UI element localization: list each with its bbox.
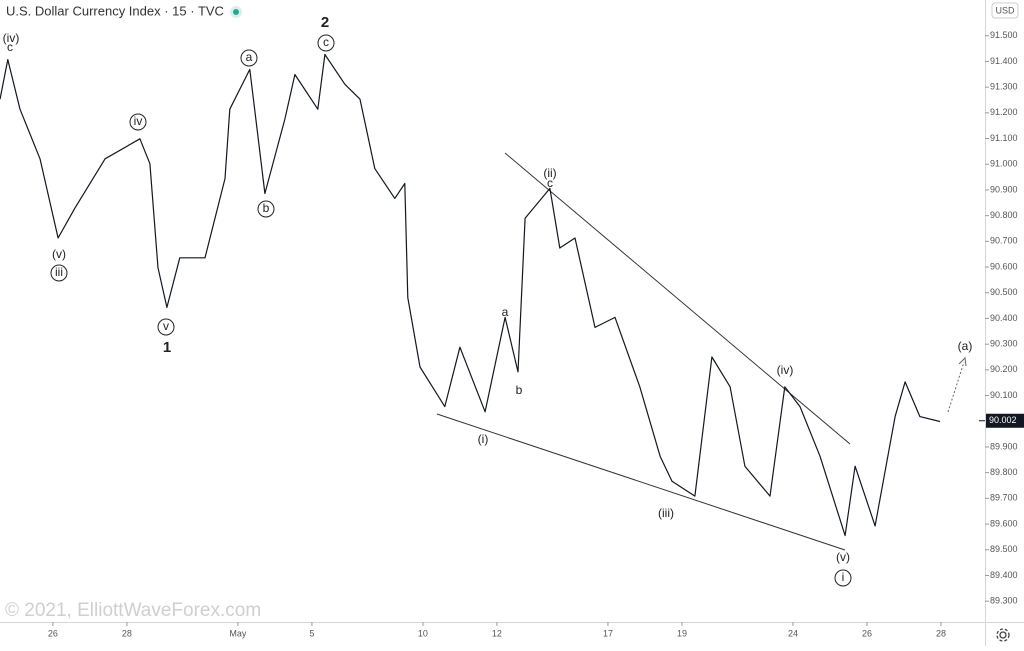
wave-label: c [7, 40, 13, 54]
y-tick-label: 89.500 [990, 544, 1018, 554]
price-tag-label: 90.002 [989, 415, 1017, 425]
y-tick-label: 91.200 [990, 107, 1018, 117]
x-tick-label: 24 [788, 628, 798, 638]
x-tick-label: 26 [48, 628, 58, 638]
y-tick-label: 89.300 [990, 596, 1018, 606]
x-tick-label: 12 [492, 628, 502, 638]
wave-label: (iv) [3, 31, 20, 45]
y-tick-label: 91.000 [990, 159, 1018, 169]
currency-label: USD [995, 5, 1015, 15]
projection-arrowhead [958, 356, 967, 367]
lower-trendline [436, 413, 846, 551]
wave-label: (iii) [658, 506, 674, 520]
wave-label: i [842, 570, 845, 584]
currency-box[interactable] [991, 2, 1019, 19]
y-tick-label: 90.300 [990, 339, 1018, 349]
wave-circle [257, 200, 275, 218]
wave-label: a [246, 50, 253, 64]
wave-label: (i) [478, 432, 489, 446]
wave-label: v [163, 319, 169, 333]
projection-arrow [947, 361, 965, 413]
watermark: © 2021, ElliottWaveForex.com [5, 600, 261, 621]
x-tick-label: May [229, 628, 247, 638]
x-tick-label: 10 [418, 628, 428, 638]
wave-label: (v) [836, 550, 850, 564]
y-tick-label: 90.900 [990, 184, 1018, 194]
y-tick-label: 91.400 [990, 56, 1018, 66]
wave-circle [834, 569, 852, 587]
wave-label: (ii) [543, 166, 556, 180]
y-tick-label: 89.400 [990, 570, 1018, 580]
wave-label: b [516, 383, 523, 397]
x-tick-label: 26 [862, 628, 872, 638]
y-tick-label: 90.500 [990, 287, 1018, 297]
y-tick-label: 90.600 [990, 261, 1018, 271]
wave-label: 1 [163, 339, 171, 356]
y-tick-label: 91.300 [990, 82, 1018, 92]
y-tick-label: 89.800 [990, 467, 1018, 477]
upper-trendline [504, 152, 851, 445]
y-tick-label: 91.100 [990, 133, 1018, 143]
y-tick-label: 91.500 [990, 30, 1018, 40]
wave-label: b [263, 201, 270, 215]
y-tick-label: 89.700 [990, 493, 1018, 503]
price-line [0, 53, 941, 537]
wave-label: (v) [52, 247, 66, 261]
wave-circle [50, 264, 68, 282]
wave-label: c [323, 35, 329, 49]
x-tick-label: 19 [677, 628, 687, 638]
wave-circle [240, 49, 258, 67]
x-tick-label: 5 [309, 628, 314, 638]
y-tick-label: 89.600 [990, 518, 1018, 528]
wave-circle [157, 318, 175, 336]
x-tick-label: 28 [122, 628, 132, 638]
chart-title: U.S. Dollar Currency Index · 15 · TVC [6, 3, 224, 18]
wave-label: (iv) [777, 363, 794, 377]
wave-label: (a) [958, 339, 973, 353]
settings-icon[interactable] [996, 628, 1010, 642]
wave-label: 2 [321, 14, 329, 31]
wave-label: iii [55, 265, 63, 279]
wave-label: a [502, 305, 509, 319]
wave-circle [129, 113, 147, 131]
y-tick-label: 89.900 [990, 441, 1018, 451]
y-tick-label: 90.700 [990, 236, 1018, 246]
wave-label: c [547, 176, 553, 190]
wave-circle [317, 34, 335, 52]
y-tick-label: 90.800 [990, 210, 1018, 220]
y-tick-label: 90.200 [990, 364, 1018, 374]
x-tick-label: 28 [936, 628, 946, 638]
y-tick-label: 90.400 [990, 313, 1018, 323]
x-tick-label: 17 [603, 628, 613, 638]
status-dot [233, 9, 239, 15]
wave-label: iv [134, 114, 143, 128]
price-tag [986, 413, 1024, 428]
y-tick-label: 90.100 [990, 390, 1018, 400]
